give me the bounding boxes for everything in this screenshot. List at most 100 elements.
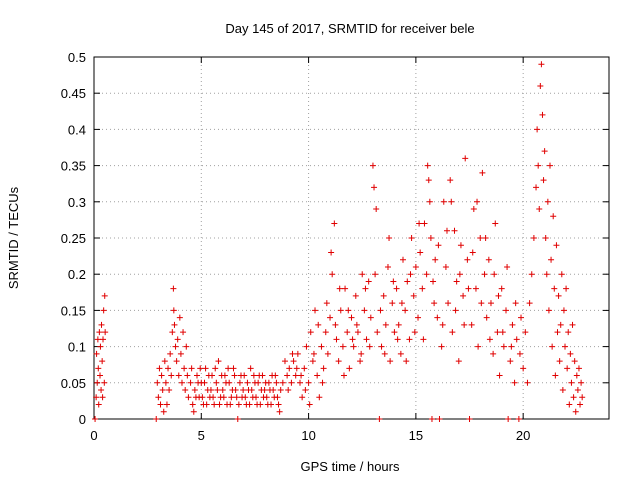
data-point [553, 242, 560, 249]
data-point [324, 350, 331, 357]
data-point [477, 235, 484, 241]
data-point [518, 314, 525, 321]
data-point [417, 249, 424, 256]
data-point [337, 307, 344, 314]
data-point [352, 292, 359, 299]
data-point [225, 365, 232, 372]
y-tick-label: 0.3 [68, 195, 86, 210]
data-point [213, 379, 220, 386]
data-point [202, 365, 209, 372]
y-tick-label: 0.25 [61, 231, 86, 246]
data-point [382, 321, 389, 328]
data-point [483, 314, 490, 321]
data-point [533, 184, 540, 191]
data-point [479, 169, 486, 176]
data-point [494, 329, 501, 336]
data-point [184, 372, 191, 379]
data-point [423, 271, 430, 278]
data-point [284, 372, 291, 379]
data-point [495, 292, 502, 299]
data-point [274, 394, 281, 401]
data-point [522, 329, 529, 336]
data-point [397, 350, 404, 357]
data-point [461, 321, 468, 328]
data-point [470, 206, 477, 213]
data-point [427, 235, 434, 241]
data-point [511, 379, 518, 386]
data-point [188, 365, 195, 372]
data-point [170, 307, 177, 314]
data-point [496, 372, 503, 379]
data-point [512, 300, 519, 307]
data-point [205, 372, 212, 379]
data-point [571, 358, 578, 365]
data-point [248, 387, 255, 394]
data-point [381, 350, 388, 357]
data-point [327, 314, 334, 321]
data-point [92, 416, 99, 422]
data-point [358, 350, 365, 357]
y-tick-label: 0.5 [68, 50, 86, 65]
data-point [101, 292, 108, 299]
data-point [535, 162, 542, 169]
data-point [464, 256, 471, 263]
data-point [363, 336, 370, 343]
data-point [487, 300, 494, 307]
y-tick-label: 0.1 [68, 340, 86, 355]
data-point [309, 358, 316, 365]
data-point [367, 314, 374, 321]
data-point [543, 271, 550, 278]
data-point [240, 387, 247, 394]
data-point [428, 416, 435, 422]
data-point [357, 358, 364, 365]
data-point [219, 387, 226, 394]
y-tick-label: 0.15 [61, 303, 86, 318]
data-point [462, 155, 469, 162]
data-point [159, 387, 166, 394]
data-point [157, 401, 164, 408]
data-point [453, 278, 460, 285]
data-point [277, 387, 284, 394]
data-point [567, 350, 574, 357]
data-point [163, 401, 170, 408]
data-point [436, 416, 443, 422]
data-point [154, 379, 161, 386]
data-point [516, 350, 523, 357]
data-point [292, 372, 299, 379]
data-point [569, 321, 576, 328]
data-point [99, 358, 106, 365]
data-point [544, 198, 551, 205]
data-point [361, 307, 368, 314]
data-point [394, 336, 401, 343]
data-point [424, 162, 431, 169]
data-point [257, 401, 264, 408]
data-point [439, 321, 446, 328]
data-point [286, 365, 293, 372]
data-point [234, 416, 241, 422]
data-point [575, 365, 582, 372]
data-point [469, 249, 476, 256]
y-tick-label: 0 [79, 412, 86, 427]
data-point [285, 387, 292, 394]
data-point [481, 271, 488, 278]
x-tick-label: 15 [409, 428, 423, 443]
data-point [452, 307, 459, 314]
data-point [182, 387, 189, 394]
x-tick-label: 20 [516, 428, 530, 443]
data-point [210, 394, 217, 401]
data-point [419, 285, 426, 292]
data-point [443, 227, 450, 234]
data-point [362, 285, 369, 292]
data-point [247, 365, 254, 372]
data-point [449, 329, 456, 336]
data-point [390, 278, 397, 285]
data-point [302, 387, 309, 394]
data-point [372, 271, 379, 278]
data-point [348, 314, 355, 321]
data-point [235, 401, 242, 408]
data-point [299, 394, 306, 401]
data-point [369, 162, 376, 169]
data-point [310, 350, 317, 357]
data-point [276, 408, 283, 415]
